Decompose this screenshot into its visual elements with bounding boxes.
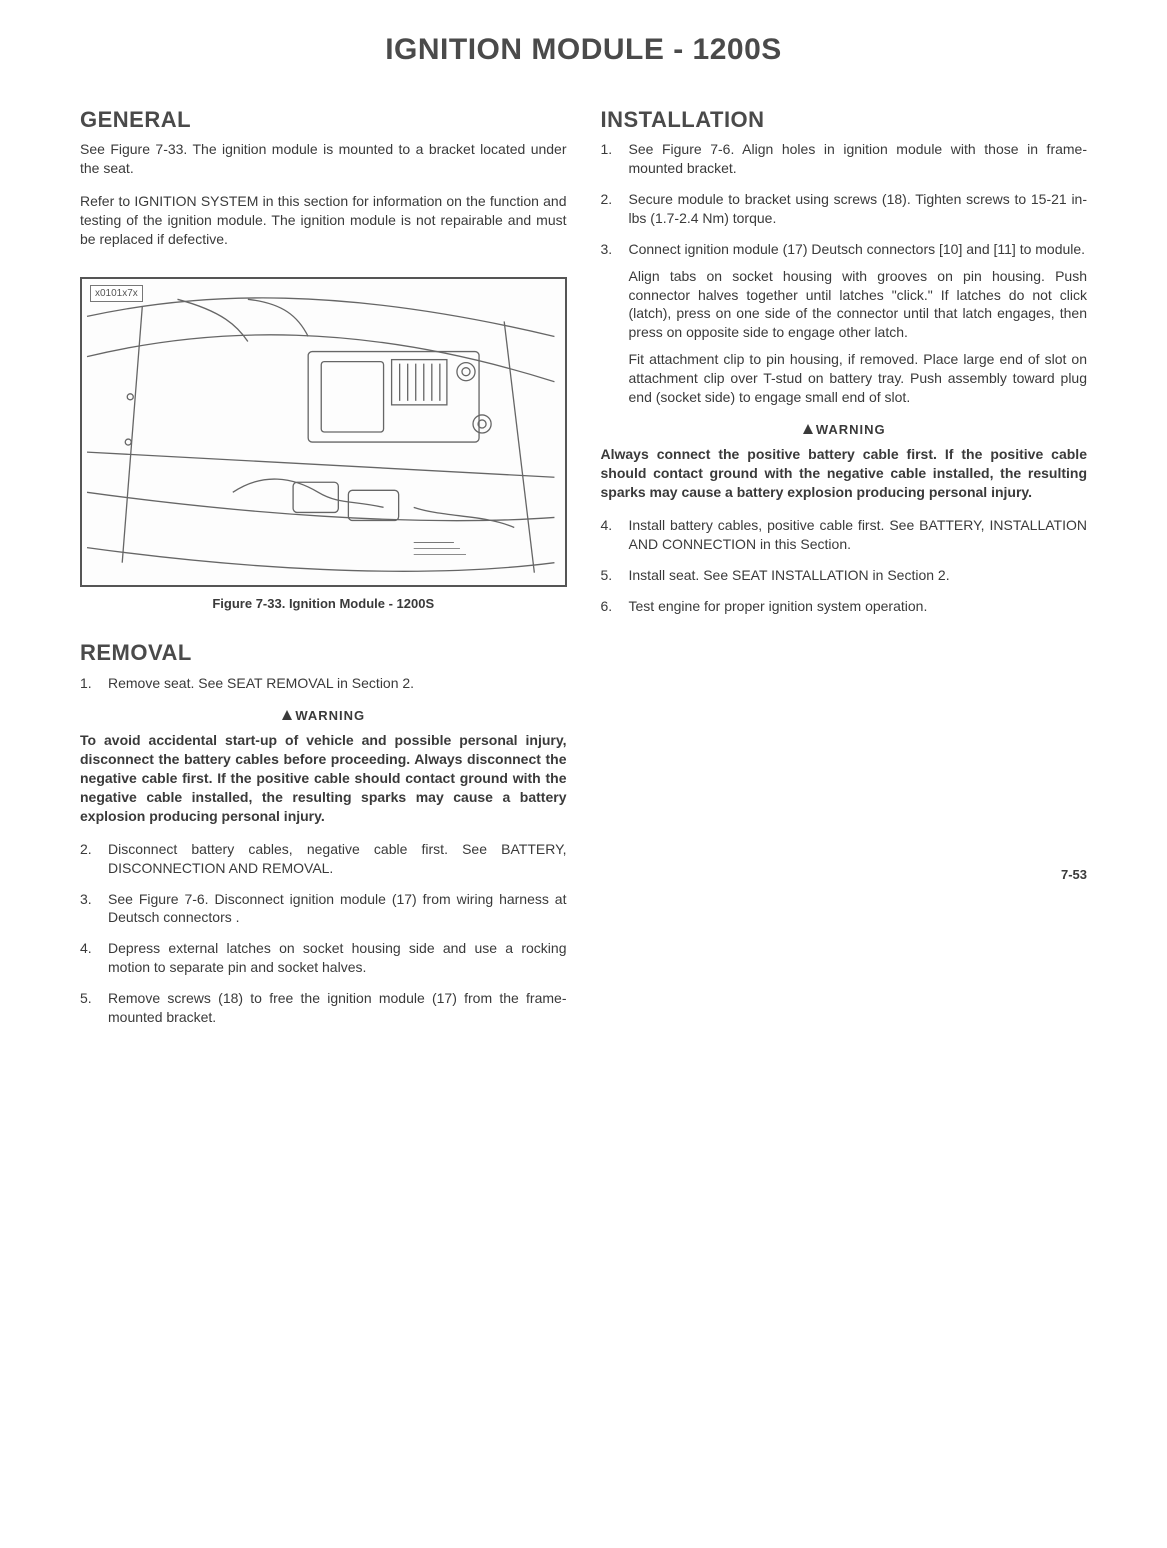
removal-step-3: See Figure 7-6. Disconnect ignition modu… <box>80 890 567 928</box>
removal-step-2: Disconnect battery cables, negative cabl… <box>80 840 567 878</box>
install-step-3-sub2: Fit attachment clip to pin housing, if r… <box>629 350 1088 407</box>
install-warning-heading: WARNING <box>601 421 1088 440</box>
general-paragraph-1: See Figure 7-33. The ignition module is … <box>80 140 567 178</box>
ignition-module-line-art <box>82 279 565 585</box>
warning-label: WARNING <box>295 708 365 723</box>
install-step-6: Test engine for proper ignition system o… <box>601 597 1088 616</box>
install-warning-body: Always connect the positive battery cabl… <box>601 445 1088 502</box>
left-column: GENERAL See Figure 7-33. The ignition mo… <box>80 105 567 1039</box>
install-step-3: Connect ignition module (17) Deutsch con… <box>601 240 1088 407</box>
install-step-3-sub1: Align tabs on socket housing with groove… <box>629 267 1088 343</box>
general-heading: GENERAL <box>80 105 567 135</box>
install-step-5: Install seat. See SEAT INSTALLATION in S… <box>601 566 1088 585</box>
warning-label: WARNING <box>816 422 886 437</box>
removal-step-5: Remove screws (18) to free the ignition … <box>80 989 567 1027</box>
install-step-2: Secure module to bracket using screws (1… <box>601 190 1088 228</box>
page-number: 7-53 <box>601 866 1088 884</box>
figure-caption: Figure 7-33. Ignition Module - 1200S <box>80 595 567 613</box>
removal-step-4: Depress external latches on socket housi… <box>80 939 567 977</box>
installation-heading: INSTALLATION <box>601 105 1088 135</box>
right-column: INSTALLATION See Figure 7-6. Align holes… <box>601 105 1088 1039</box>
install-step-1: See Figure 7-6. Align holes in ignition … <box>601 140 1088 178</box>
removal-steps-1: Remove seat. See SEAT REMOVAL in Section… <box>80 674 567 693</box>
removal-warning-body: To avoid accidental start-up of vehicle … <box>80 731 567 825</box>
removal-step-1: Remove seat. See SEAT REMOVAL in Section… <box>80 674 567 693</box>
install-steps-1to3: See Figure 7-6. Align holes in ignition … <box>601 140 1088 407</box>
removal-steps-2to5: Disconnect battery cables, negative cabl… <box>80 840 567 1027</box>
removal-heading: REMOVAL <box>80 638 567 668</box>
install-step-4: Install battery cables, positive cable f… <box>601 516 1088 554</box>
warning-icon <box>281 708 293 726</box>
two-column-layout: GENERAL See Figure 7-33. The ignition mo… <box>80 105 1087 1039</box>
removal-warning-heading: WARNING <box>80 707 567 726</box>
install-step-3-text: Connect ignition module (17) Deutsch con… <box>629 241 1086 257</box>
install-steps-4to6: Install battery cables, positive cable f… <box>601 516 1088 616</box>
page-title: IGNITION MODULE - 1200S <box>80 30 1087 71</box>
figure-7-33: x0101x7x <box>80 277 567 587</box>
general-paragraph-2: Refer to IGNITION SYSTEM in this section… <box>80 192 567 249</box>
figure-id-label: x0101x7x <box>90 285 143 303</box>
warning-icon <box>802 422 814 440</box>
